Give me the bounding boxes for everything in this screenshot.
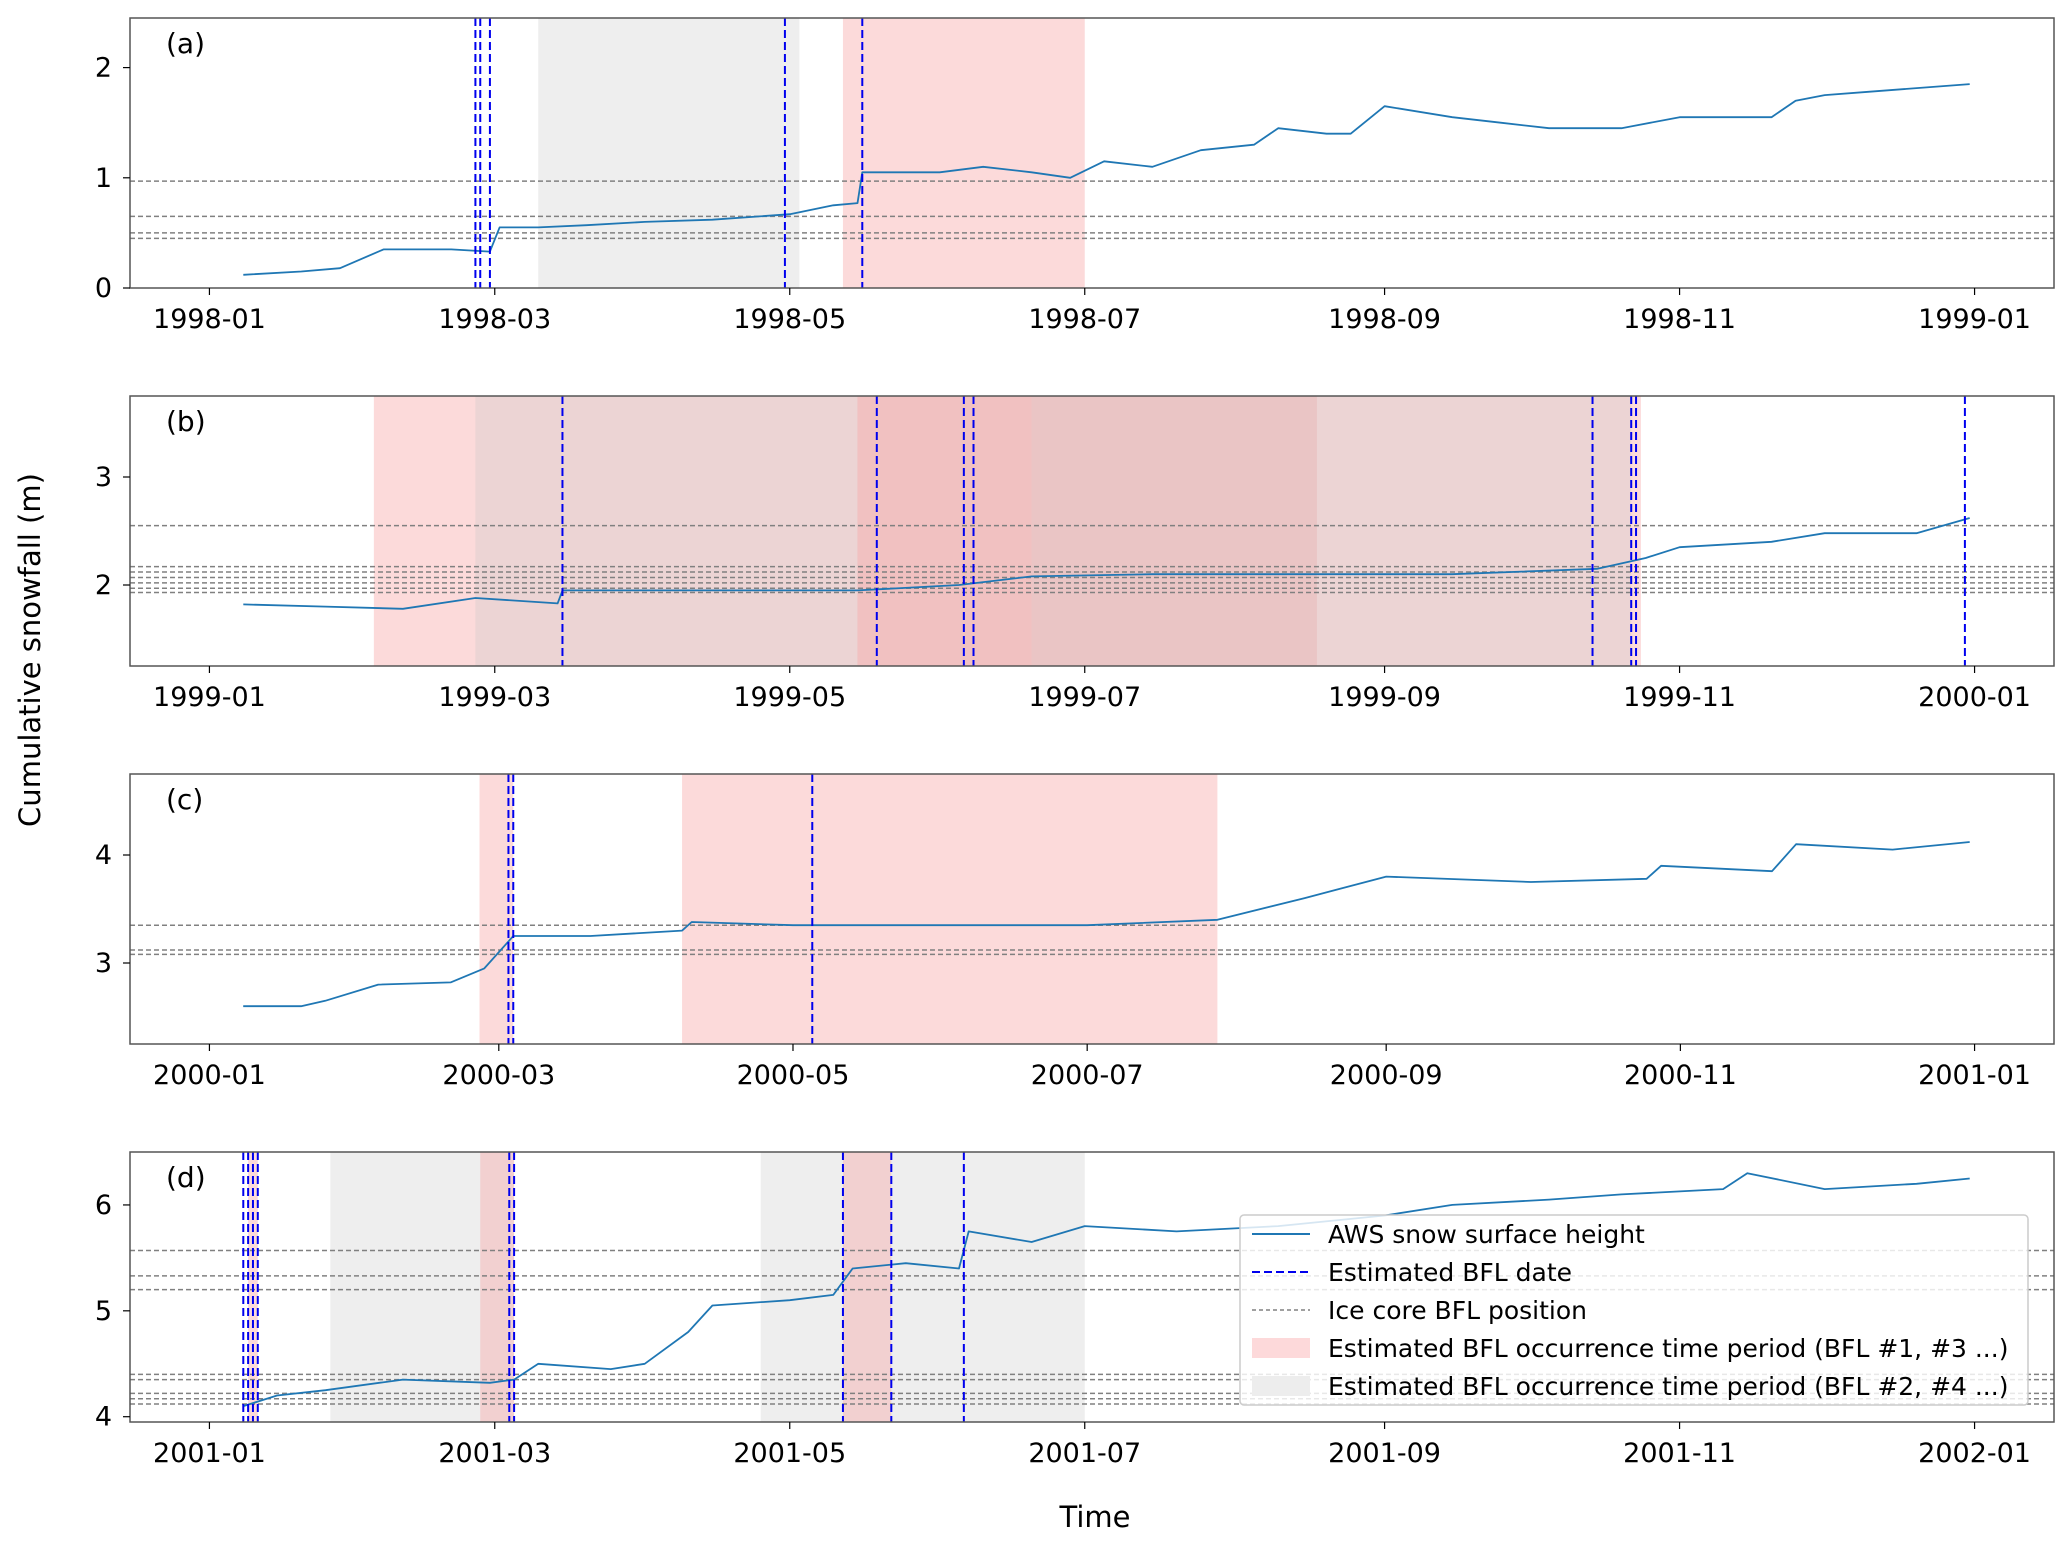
legend-swatch-period-even xyxy=(1252,1376,1310,1396)
bfl-period-odd-2 xyxy=(682,774,1218,1044)
panel-d: 2001-01 2001-03 2001-05 2001-07 2001-09 2001-… xyxy=(95,1151,2055,1469)
legend-label-period-even: Estimated BFL occurrence time period (BF… xyxy=(1328,1372,2008,1401)
bfl-period-odd-2 xyxy=(842,18,1085,288)
x-tick-label: 1998-11 xyxy=(1623,304,1736,335)
x-axis-title: Time xyxy=(1059,1500,1131,1534)
panel-frame xyxy=(129,395,2055,667)
x-tick-label: 2001-01 xyxy=(153,1438,266,1469)
y-axis-title: Cumulative snowfall (m) xyxy=(13,473,47,827)
panel-frame xyxy=(129,1151,2055,1423)
legend: AWS snow surface height Estimated BFL da… xyxy=(1239,1214,2029,1406)
x-tick-label: 2001-09 xyxy=(1328,1438,1441,1469)
x-tick-label: 1999-07 xyxy=(1028,682,1141,713)
bfl-period-odd-1 xyxy=(373,396,1641,666)
panel-c: 2000-01 2000-03 2000-05 2000-07 2000-09 2000-… xyxy=(95,773,2055,1091)
bfl-period-even-2 xyxy=(330,1152,515,1422)
legend-frame xyxy=(1239,1214,2029,1406)
bfl-period-odd-5 xyxy=(842,1152,892,1422)
y-tick-label: 3 xyxy=(95,462,112,493)
aws-series-line xyxy=(243,841,1970,1008)
x-tick-label: 1999-01 xyxy=(1918,304,2031,335)
panel-label: (b) xyxy=(166,405,206,438)
aws-series-line xyxy=(243,83,1970,276)
x-tick-label: 2001-05 xyxy=(733,1438,846,1469)
x-tick-label: 2000-01 xyxy=(1918,682,2031,713)
x-tick-label: 1999-05 xyxy=(733,682,846,713)
bfl-period-even-1 xyxy=(538,18,800,288)
legend-label-ice-core: Ice core BFL position xyxy=(1328,1296,1587,1325)
x-tick-label: 1999-03 xyxy=(438,682,551,713)
y-tick-label: 1 xyxy=(95,163,112,194)
x-tick-label: 2000-07 xyxy=(1031,1060,1144,1091)
panel-a: 1998-01 1998-03 1998-05 1998-07 1998-09 1998-… xyxy=(95,17,2055,335)
x-tick-label: 2000-01 xyxy=(153,1060,266,1091)
x-tick-label: 1998-09 xyxy=(1328,304,1441,335)
y-tick-label: 4 xyxy=(95,840,112,871)
bfl-period-even-4 xyxy=(760,1152,1085,1422)
bfl-period-even-2 xyxy=(475,396,1032,666)
plot-area xyxy=(130,774,2054,1044)
x-tick-label: 2000-05 xyxy=(737,1060,850,1091)
legend-label-period-odd: Estimated BFL occurrence time period (BF… xyxy=(1328,1334,2008,1363)
y-tick-label: 3 xyxy=(95,948,112,979)
x-tick-label: 2001-03 xyxy=(438,1438,551,1469)
legend-swatch-period-odd xyxy=(1252,1338,1310,1358)
legend-label-bfl-date: Estimated BFL date xyxy=(1328,1258,1572,1287)
panel-frame xyxy=(129,17,2055,289)
y-tick-label: 6 xyxy=(95,1190,112,1221)
x-tick-label: 1999-01 xyxy=(153,682,266,713)
y-tick-label: 4 xyxy=(95,1402,112,1433)
panel-frame xyxy=(129,773,2055,1045)
x-tick-label: 2000-09 xyxy=(1330,1060,1443,1091)
x-tick-label: 1998-07 xyxy=(1028,304,1141,335)
x-tick-label: 2000-03 xyxy=(442,1060,555,1091)
plot-area xyxy=(130,18,2054,288)
aws-series-line xyxy=(243,517,1970,610)
x-tick-label: 1999-09 xyxy=(1328,682,1441,713)
x-tick-label: 2001-07 xyxy=(1028,1438,1141,1469)
y-tick-label: 0 xyxy=(95,273,112,304)
x-tick-label: 2001-01 xyxy=(1918,1060,2031,1091)
y-tick-label: 5 xyxy=(95,1296,112,1327)
x-tick-label: 1998-01 xyxy=(153,304,266,335)
panels: 1998-01 1998-03 1998-05 1998-07 1998-09 1998-… xyxy=(95,17,2055,1469)
panel-b: 1999-01 1999-03 1999-05 1999-07 1999-09 1999-… xyxy=(95,395,2055,713)
x-tick-label: 1999-11 xyxy=(1623,682,1736,713)
panel-label: (a) xyxy=(166,27,205,60)
x-tick-label: 2001-11 xyxy=(1623,1438,1736,1469)
y-tick-label: 2 xyxy=(95,570,112,601)
bfl-period-odd-3 xyxy=(857,396,1317,666)
plot-area xyxy=(130,1152,2054,1422)
panel-label: (c) xyxy=(166,783,203,816)
legend-label-aws: AWS snow surface height xyxy=(1328,1220,1645,1249)
x-tick-label: 1998-03 xyxy=(438,304,551,335)
x-tick-label: 2002-01 xyxy=(1918,1438,2031,1469)
panel-label: (d) xyxy=(166,1161,206,1194)
x-tick-label: 1998-05 xyxy=(733,304,846,335)
plot-area xyxy=(130,396,2054,666)
x-tick-label: 2000-11 xyxy=(1624,1060,1737,1091)
bfl-period-even-4 xyxy=(1031,396,1632,666)
y-tick-label: 2 xyxy=(95,53,112,84)
